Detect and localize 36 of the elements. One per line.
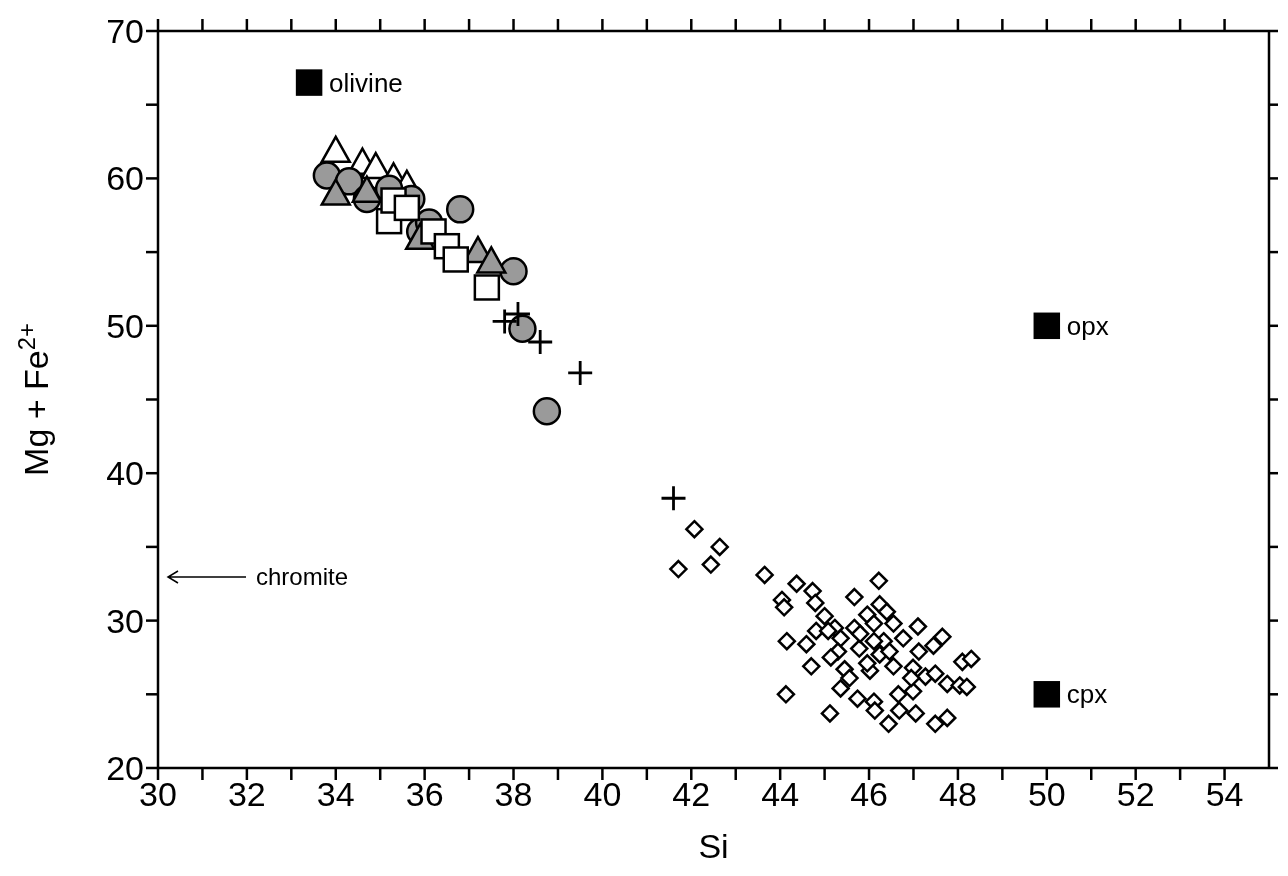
point <box>568 360 593 385</box>
point <box>1033 312 1061 340</box>
x-tick-label: 40 <box>583 775 622 814</box>
x-tick-label: 46 <box>850 775 888 814</box>
point <box>295 69 323 96</box>
annotation: chromite <box>256 563 349 591</box>
y-tick-label: 40 <box>106 454 144 493</box>
x-tick-label: 34 <box>316 775 355 814</box>
point <box>442 246 469 273</box>
point <box>661 486 686 511</box>
x-tick-label: 38 <box>494 775 533 814</box>
point <box>508 314 537 343</box>
x-tick-label: 54 <box>1205 775 1244 814</box>
point <box>473 274 501 301</box>
point <box>492 309 517 334</box>
x-tick-label: 44 <box>761 775 800 814</box>
point <box>1033 681 1061 708</box>
x-tick-label: 36 <box>405 775 444 814</box>
point <box>532 397 562 426</box>
y-tick-label: 60 <box>106 159 144 198</box>
series-label: olivine <box>329 67 403 98</box>
x-tick-label: 32 <box>227 775 266 814</box>
point <box>528 330 553 355</box>
series-label: cpx <box>1066 679 1108 710</box>
y-tick-label: 70 <box>106 12 144 51</box>
x-tick-label: 52 <box>1116 775 1155 814</box>
point <box>393 194 421 222</box>
y-tick-label: 30 <box>106 601 144 640</box>
series-label: opx <box>1066 310 1109 341</box>
x-tick-label: 50 <box>1027 775 1066 814</box>
y-tick-label: 50 <box>106 306 144 345</box>
point <box>499 257 528 286</box>
x-tick-label: 48 <box>939 775 977 814</box>
x-tick-label: 42 <box>672 775 711 814</box>
point <box>445 195 475 224</box>
x-axis-title: Si <box>698 827 729 865</box>
